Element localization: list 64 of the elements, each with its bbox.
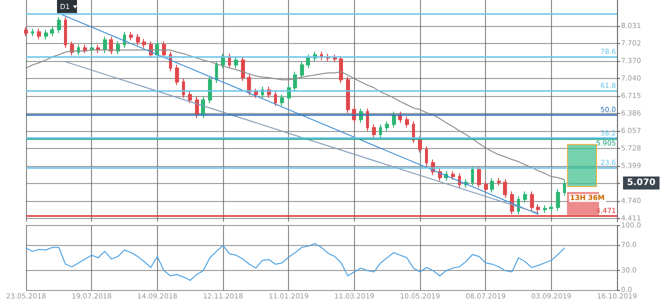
line-series: [26, 49, 565, 180]
candlestick: [90, 44, 94, 54]
candlestick: [37, 28, 41, 40]
candlestick: [109, 36, 113, 55]
candlestick: [188, 90, 192, 104]
candlestick: [497, 178, 501, 186]
candlestick: [379, 124, 382, 138]
line-series: [26, 243, 565, 281]
candlestick: [195, 96, 199, 119]
candlestick: [201, 96, 205, 119]
candlestick: [451, 170, 455, 180]
candlestick: [182, 78, 185, 98]
candlestick: [215, 61, 218, 84]
candlestick: [274, 90, 277, 106]
candlestick: [563, 180, 566, 196]
candlestick: [490, 178, 494, 193]
candlestick: [536, 204, 540, 214]
candlestick: [241, 56, 245, 82]
candlestick: [385, 120, 389, 132]
candlestick: [96, 44, 100, 54]
candlestick: [142, 38, 146, 48]
candlestick: [280, 94, 284, 106]
candlestick: [405, 116, 409, 128]
candlestick: [346, 76, 350, 114]
candlestick: [333, 54, 337, 63]
candlestick: [503, 178, 507, 198]
candlestick: [523, 190, 527, 204]
candlestick: [64, 16, 67, 48]
text: 5.070: [627, 178, 656, 188]
candlestick: [57, 16, 61, 34]
candlestick: [372, 124, 376, 138]
candlestick: [477, 166, 481, 188]
candlestick: [425, 146, 428, 166]
candlestick: [339, 55, 343, 84]
candlestick: [366, 108, 369, 132]
candlestick: [247, 74, 251, 96]
candlestick: [50, 26, 54, 37]
candlestick: [556, 188, 560, 212]
candlestick: [136, 34, 140, 46]
candlestick: [543, 204, 547, 214]
candlestick: [83, 44, 87, 54]
candlestick: [234, 56, 238, 69]
candlestick: [392, 111, 396, 128]
candlestick: [162, 40, 166, 58]
candlestick: [300, 61, 304, 79]
candlestick: [471, 166, 474, 186]
candlestick: [306, 54, 310, 69]
candlestick: [254, 88, 258, 98]
candlestick: [24, 26, 28, 37]
candlestick: [458, 172, 461, 188]
candlestick: [123, 31, 126, 48]
candlestick: [44, 29, 48, 40]
candlestick: [293, 71, 297, 92]
candlestick: [418, 136, 422, 154]
candlestick: [31, 28, 34, 37]
candlestick: [228, 53, 231, 69]
candlestick: [208, 76, 212, 104]
candlestick: [530, 190, 534, 212]
candlestick: [175, 64, 179, 86]
candlestick: [320, 51, 323, 61]
candlestick: [484, 180, 488, 193]
candlestick: [129, 31, 133, 41]
candlestick: [103, 36, 107, 54]
candlestick: [549, 204, 553, 212]
